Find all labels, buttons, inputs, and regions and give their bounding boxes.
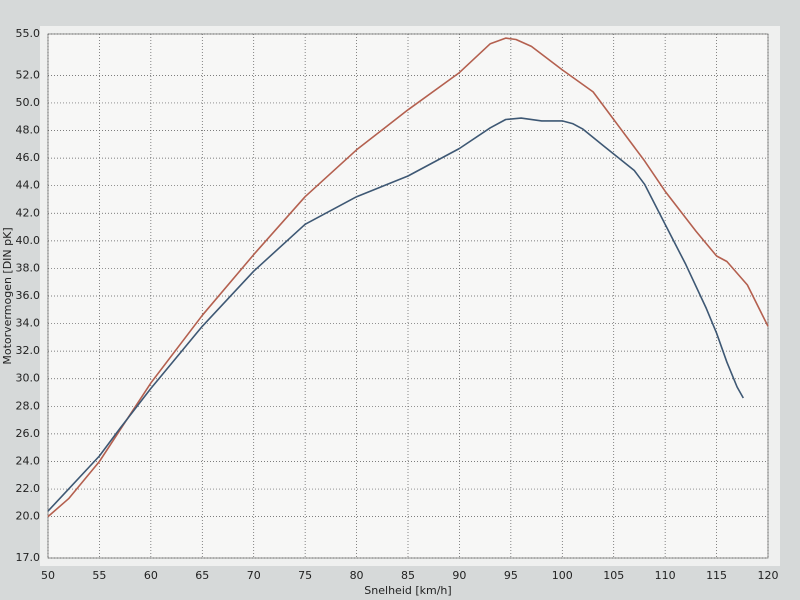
line: [47, 37, 769, 518]
y-tick-label: 40.0: [16, 234, 41, 247]
y-axis-label: Motorvermogen [DIN pK]: [1, 227, 14, 364]
y-tick-label: 52.0: [16, 68, 41, 81]
y-tick-label: 30.0: [16, 372, 41, 385]
x-tick-label: 60: [144, 569, 158, 582]
x-tick-label: 50: [41, 569, 55, 582]
y-tick-label: 28.0: [16, 399, 41, 412]
y-tick-label: 32.0: [16, 344, 41, 357]
y-tick-label: 42.0: [16, 206, 41, 219]
x-tick-label: 85: [401, 569, 415, 582]
line: [47, 117, 744, 512]
y-tick-label: 36.0: [16, 289, 41, 302]
y-tick-label: 20.0: [16, 510, 41, 523]
x-tick-label: 115: [706, 569, 727, 582]
x-tick-label: 70: [247, 569, 261, 582]
y-tick-label: 48.0: [16, 124, 41, 137]
x-tick-label: 100: [552, 569, 573, 582]
y-tick-label: 17.0: [16, 551, 41, 564]
x-tick-label: 110: [655, 569, 676, 582]
x-tick-label: 120: [758, 569, 779, 582]
x-tick-label: 90: [452, 569, 466, 582]
x-tick-label: 55: [92, 569, 106, 582]
x-tick-label: 75: [298, 569, 312, 582]
y-tick-label: 46.0: [16, 151, 41, 164]
y-tick-label: 34.0: [16, 317, 41, 330]
y-tick-label: 22.0: [16, 482, 41, 495]
x-tick-label: 105: [603, 569, 624, 582]
y-tick-label: 44.0: [16, 179, 41, 192]
x-tick-label: 95: [504, 569, 518, 582]
x-tick-label: 65: [195, 569, 209, 582]
y-tick-label: 26.0: [16, 427, 41, 440]
x-axis-label: Snelheid [km/h]: [364, 584, 451, 597]
y-tick-label: 38.0: [16, 261, 41, 274]
x-tick-label: 80: [350, 569, 364, 582]
y-tick-label: 50.0: [16, 96, 41, 109]
y-tick-label: 24.0: [16, 454, 41, 467]
y-tick-label: 55.0: [16, 27, 41, 40]
